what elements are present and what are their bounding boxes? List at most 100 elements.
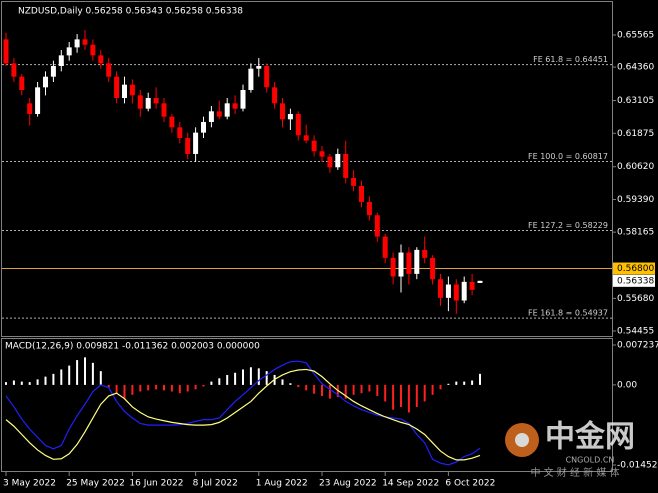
level-label: FE 127.2 = 0.58229: [528, 221, 608, 230]
candle-body: [438, 279, 443, 298]
candle-body: [58, 55, 64, 67]
candle-body: [43, 76, 48, 88]
candle-body: [256, 66, 262, 69]
candle-body: [287, 113, 293, 120]
x-tick-label: 8 Jul 2022: [193, 479, 238, 489]
candle-body: [374, 215, 380, 237]
candle-body: [201, 121, 206, 133]
watermark-logo: 中金网: [545, 420, 635, 455]
y-tick-label: 0.00: [617, 380, 637, 390]
candle-body: [208, 111, 214, 122]
histogram-bar: [178, 384, 181, 394]
histogram-bar: [368, 384, 371, 392]
x-tick-label: 23 Aug 2022: [319, 479, 377, 489]
candle-body: [264, 66, 270, 88]
bid-tag: [613, 274, 655, 287]
histogram-bar: [289, 383, 292, 385]
histogram-bar: [52, 373, 55, 385]
histogram-bar: [84, 357, 86, 385]
candle-body: [90, 44, 96, 56]
candle-body: [122, 84, 127, 98]
candle-body: [224, 103, 230, 117]
y-tick-label: -0.014529: [617, 460, 658, 470]
candle-body: [453, 284, 459, 301]
x-tick-label: 1 Aug 2022: [256, 479, 308, 489]
histogram-bar: [242, 369, 244, 385]
histogram-bar: [257, 368, 260, 385]
histogram-bar: [447, 383, 450, 385]
histogram-bar: [313, 384, 316, 394]
histogram-bar: [99, 371, 102, 385]
candle-body: [177, 127, 183, 138]
histogram-bar: [36, 379, 39, 385]
watermark-site: CNGOLD.CN: [566, 456, 615, 465]
candle-body: [66, 47, 72, 56]
candle-body: [248, 68, 254, 91]
candle-body: [445, 284, 451, 298]
macd-title: MACD(12,26,9) 0.009821 -0.011362 0.00200…: [5, 342, 260, 352]
candle-body: [82, 39, 88, 45]
candle-body: [106, 63, 112, 77]
histogram-bar: [131, 384, 134, 395]
histogram-bar: [20, 381, 23, 385]
histogram-bar: [249, 367, 252, 385]
histogram-bar: [218, 378, 221, 385]
histogram-bar: [265, 371, 268, 385]
candle-body: [216, 111, 222, 117]
candle-body: [430, 257, 436, 280]
histogram-bar: [376, 384, 379, 396]
x-tick-label: 25 May 2022: [66, 479, 125, 489]
histogram-bar: [226, 374, 229, 385]
histogram-bar: [163, 384, 165, 391]
histogram-bar: [439, 384, 442, 390]
candle-body: [343, 153, 349, 178]
x-tick-label: 14 Sep 2022: [382, 479, 439, 489]
candle-body: [35, 87, 41, 114]
histogram-bar: [281, 379, 284, 385]
histogram-bar: [68, 365, 71, 385]
candle-body: [414, 249, 420, 274]
histogram-bar: [384, 384, 387, 402]
y-tick-label: 0.54455: [617, 327, 654, 337]
histogram-bar: [76, 360, 79, 385]
candle-body: [477, 280, 483, 283]
histogram-bar: [115, 384, 118, 394]
price-line-tag: [613, 262, 655, 275]
candle-body: [161, 103, 167, 117]
candle-body: [50, 66, 56, 77]
histogram-bar: [400, 384, 402, 407]
histogram-bar: [194, 384, 197, 390]
candle-body: [74, 39, 80, 48]
candle-body: [327, 156, 333, 168]
histogram-bar: [147, 384, 150, 391]
histogram-bar: [107, 384, 110, 388]
chart-title: NZDUSD,Daily 0.56258 0.56343 0.56258 0.5…: [18, 7, 243, 17]
histogram-bar: [321, 384, 323, 396]
candle-body: [398, 252, 404, 277]
candle-body: [129, 84, 135, 96]
histogram-bar: [297, 384, 300, 388]
histogram-bar: [202, 384, 205, 387]
candle-body: [422, 249, 428, 258]
histogram-bar: [479, 373, 481, 385]
y-tick-label: 0.007237: [617, 341, 658, 351]
candle-body: [3, 39, 9, 64]
candle-body: [153, 97, 159, 104]
histogram-bar: [352, 384, 355, 395]
histogram-bar: [415, 384, 418, 407]
histogram-bar: [431, 384, 434, 395]
y-tick-label: 0.55680: [617, 294, 654, 304]
histogram-bar: [5, 382, 7, 385]
level-label: FE 100.0 = 0.60817: [528, 152, 608, 161]
histogram-bar: [463, 381, 466, 385]
histogram-bar: [407, 384, 410, 413]
candle-body: [272, 87, 278, 104]
histogram-bar: [44, 376, 47, 385]
histogram-bar: [139, 384, 142, 392]
histogram-bar: [170, 384, 173, 392]
candle-body: [145, 97, 151, 109]
histogram-bar: [455, 381, 458, 385]
histogram-bar: [210, 381, 213, 385]
y-tick-label: 0.65565: [617, 30, 654, 40]
